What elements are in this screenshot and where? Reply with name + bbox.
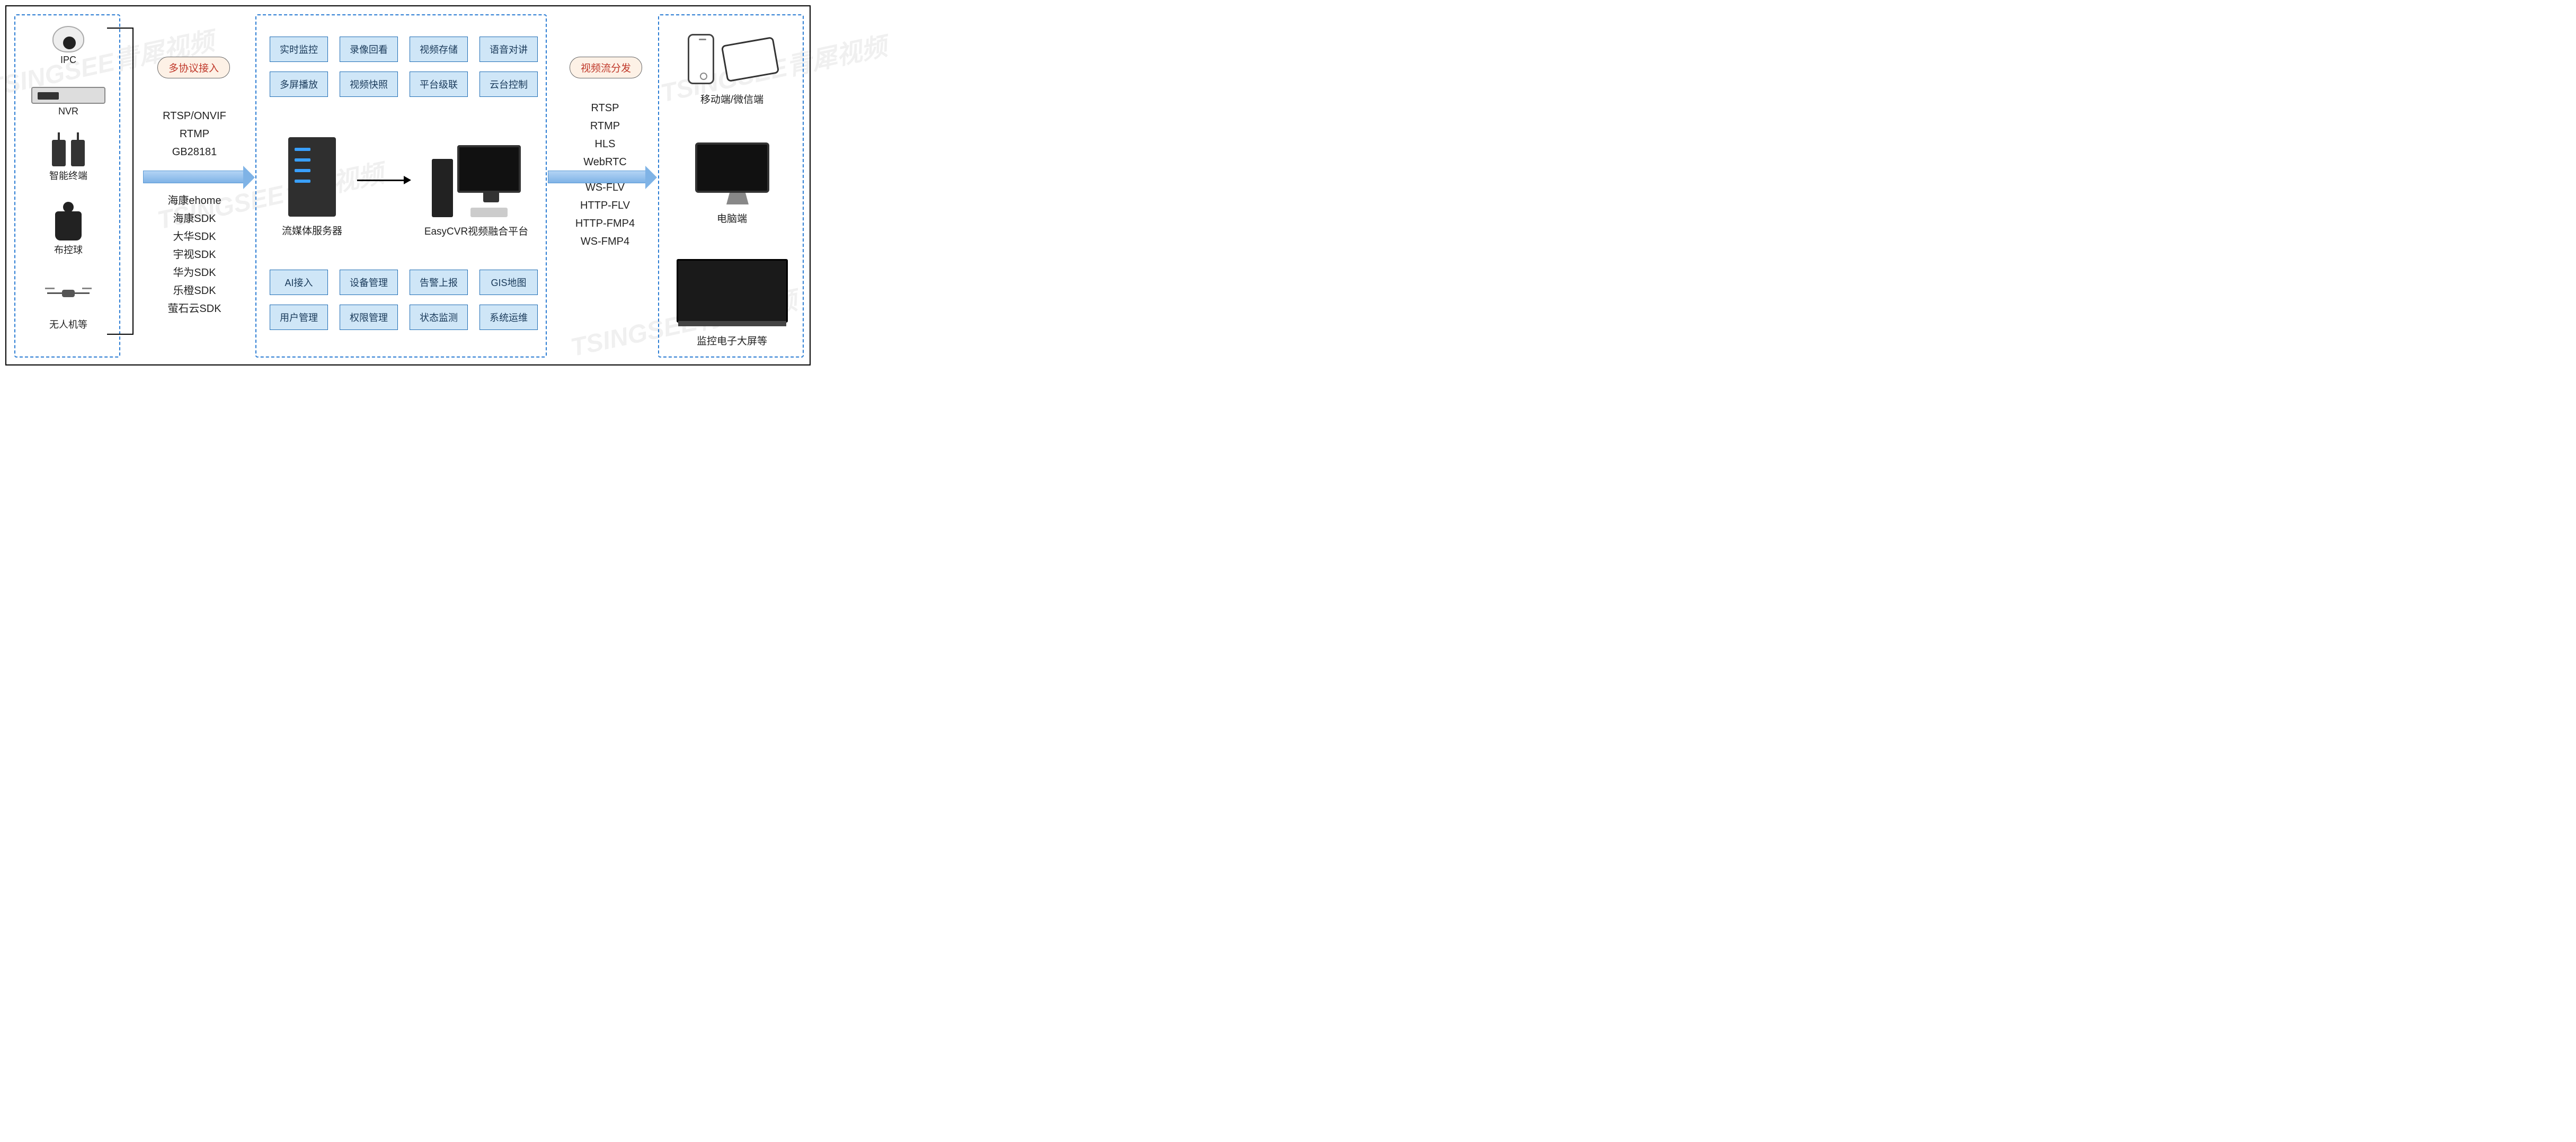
- device-label: IPC: [23, 55, 113, 66]
- arrow-ingest: [143, 171, 244, 183]
- keyboard-icon: [470, 208, 508, 217]
- client-label: 电脑端: [670, 211, 794, 225]
- tablet-icon: [721, 36, 779, 82]
- arrow-internal: [357, 180, 405, 181]
- proto-item: 萤石云SDK: [155, 300, 234, 318]
- proto-item: WS-FMP4: [565, 233, 645, 251]
- client-label: 监控电子大屏等: [670, 333, 794, 347]
- easycvr-platform: EasyCVR视频融合平台: [415, 145, 537, 238]
- proto-item: 华为SDK: [155, 264, 234, 282]
- proto-item: RTSP: [565, 99, 645, 117]
- platform-label: EasyCVR视频融合平台: [415, 224, 537, 238]
- radio-icon: [23, 140, 113, 166]
- server-icon: [288, 137, 336, 217]
- proto-item: HTTP-FLV: [565, 197, 645, 215]
- protocols-in-standard: RTSP/ONVIF RTMP GB28181: [155, 107, 234, 161]
- proto-item: RTMP: [155, 125, 234, 143]
- feature-box: 语音对讲: [479, 37, 538, 62]
- device-nvr: NVR: [23, 87, 113, 117]
- client-mobile: 移动端/微信端: [670, 34, 794, 106]
- proto-item: RTSP/ONVIF: [155, 107, 234, 125]
- feature-box: 告警上报: [410, 270, 468, 295]
- media-server: 流媒体服务器: [278, 137, 347, 237]
- proto-item: 乐橙SDK: [155, 282, 234, 300]
- feature-box: 用户管理: [270, 305, 328, 330]
- client-label: 移动端/微信端: [670, 92, 794, 106]
- ptz-icon: [55, 211, 82, 240]
- device-terminal: 智能终端: [23, 140, 113, 182]
- client-videowall: 监控电子大屏等: [670, 259, 794, 347]
- pill-protocol-in: 多协议接入: [157, 57, 230, 78]
- device-label: 智能终端: [23, 168, 113, 182]
- phone-icon: [688, 34, 714, 84]
- proto-item: GB28181: [155, 143, 234, 161]
- proto-item: WebRTC: [565, 153, 645, 171]
- feature-box: 实时监控: [270, 37, 328, 62]
- feature-box: 云台控制: [479, 72, 538, 97]
- bracket: [107, 28, 134, 335]
- drone-icon: [47, 286, 90, 301]
- device-label: 布控球: [23, 243, 113, 256]
- proto-item: [565, 171, 645, 179]
- proto-item: HTTP-FMP4: [565, 215, 645, 233]
- nvr-icon: [31, 87, 105, 104]
- architecture-diagram: TSINGSEE青犀视频 TSINGSEE青犀视频 TSINGSEE青犀视频 T…: [5, 5, 811, 365]
- proto-item: 宇视SDK: [155, 246, 234, 264]
- feature-box: 设备管理: [340, 270, 398, 295]
- feature-box: AI接入: [270, 270, 328, 295]
- platform-panel: 实时监控 录像回看 视频存储 语音对讲 多屏播放 视频快照 平台级联 云台控制 …: [255, 14, 547, 358]
- feature-box: 系统运维: [479, 305, 538, 330]
- device-ipc: IPC: [23, 26, 113, 66]
- features-top: 实时监控 录像回看 视频存储 语音对讲 多屏播放 视频快照 平台级联 云台控制: [270, 37, 538, 97]
- pill-stream-out: 视频流分发: [570, 57, 642, 78]
- protocols-out: RTSP RTMP HLS WebRTC WS-FLV HTTP-FLV HTT…: [565, 99, 645, 251]
- feature-box: 平台级联: [410, 72, 468, 97]
- devices-panel: IPC NVR 智能终端 布控球 无人机等: [14, 14, 120, 358]
- proto-item: 海康SDK: [155, 210, 234, 228]
- feature-box: 视频存储: [410, 37, 468, 62]
- clients-panel: 移动端/微信端 电脑端 监控电子大屏等: [658, 14, 804, 358]
- device-label: NVR: [23, 106, 113, 117]
- tower-icon: [432, 159, 453, 217]
- device-label: 无人机等: [23, 317, 113, 331]
- proto-item: 大华SDK: [155, 228, 234, 246]
- features-bottom: AI接入 设备管理 告警上报 GIS地图 用户管理 权限管理 状态监测 系统运维: [270, 270, 538, 330]
- device-drone: 无人机等: [23, 286, 113, 331]
- device-ptz: 布控球: [23, 211, 113, 256]
- videowall-icon: [677, 259, 788, 323]
- feature-box: 录像回看: [340, 37, 398, 62]
- client-pc: 电脑端: [670, 142, 794, 225]
- proto-item: 海康ehome: [155, 192, 234, 210]
- desktop-icon: [695, 142, 769, 193]
- feature-box: GIS地图: [479, 270, 538, 295]
- feature-box: 视频快照: [340, 72, 398, 97]
- camera-icon: [52, 26, 84, 52]
- protocols-in-sdk: 海康ehome 海康SDK 大华SDK 宇视SDK 华为SDK 乐橙SDK 萤石…: [155, 192, 234, 318]
- proto-item: WS-FLV: [565, 179, 645, 197]
- proto-item: RTMP: [565, 117, 645, 135]
- feature-box: 权限管理: [340, 305, 398, 330]
- media-server-label: 流媒体服务器: [278, 223, 347, 237]
- feature-box: 状态监测: [410, 305, 468, 330]
- monitor-icon: [457, 145, 521, 193]
- feature-box: 多屏播放: [270, 72, 328, 97]
- proto-item: HLS: [565, 135, 645, 153]
